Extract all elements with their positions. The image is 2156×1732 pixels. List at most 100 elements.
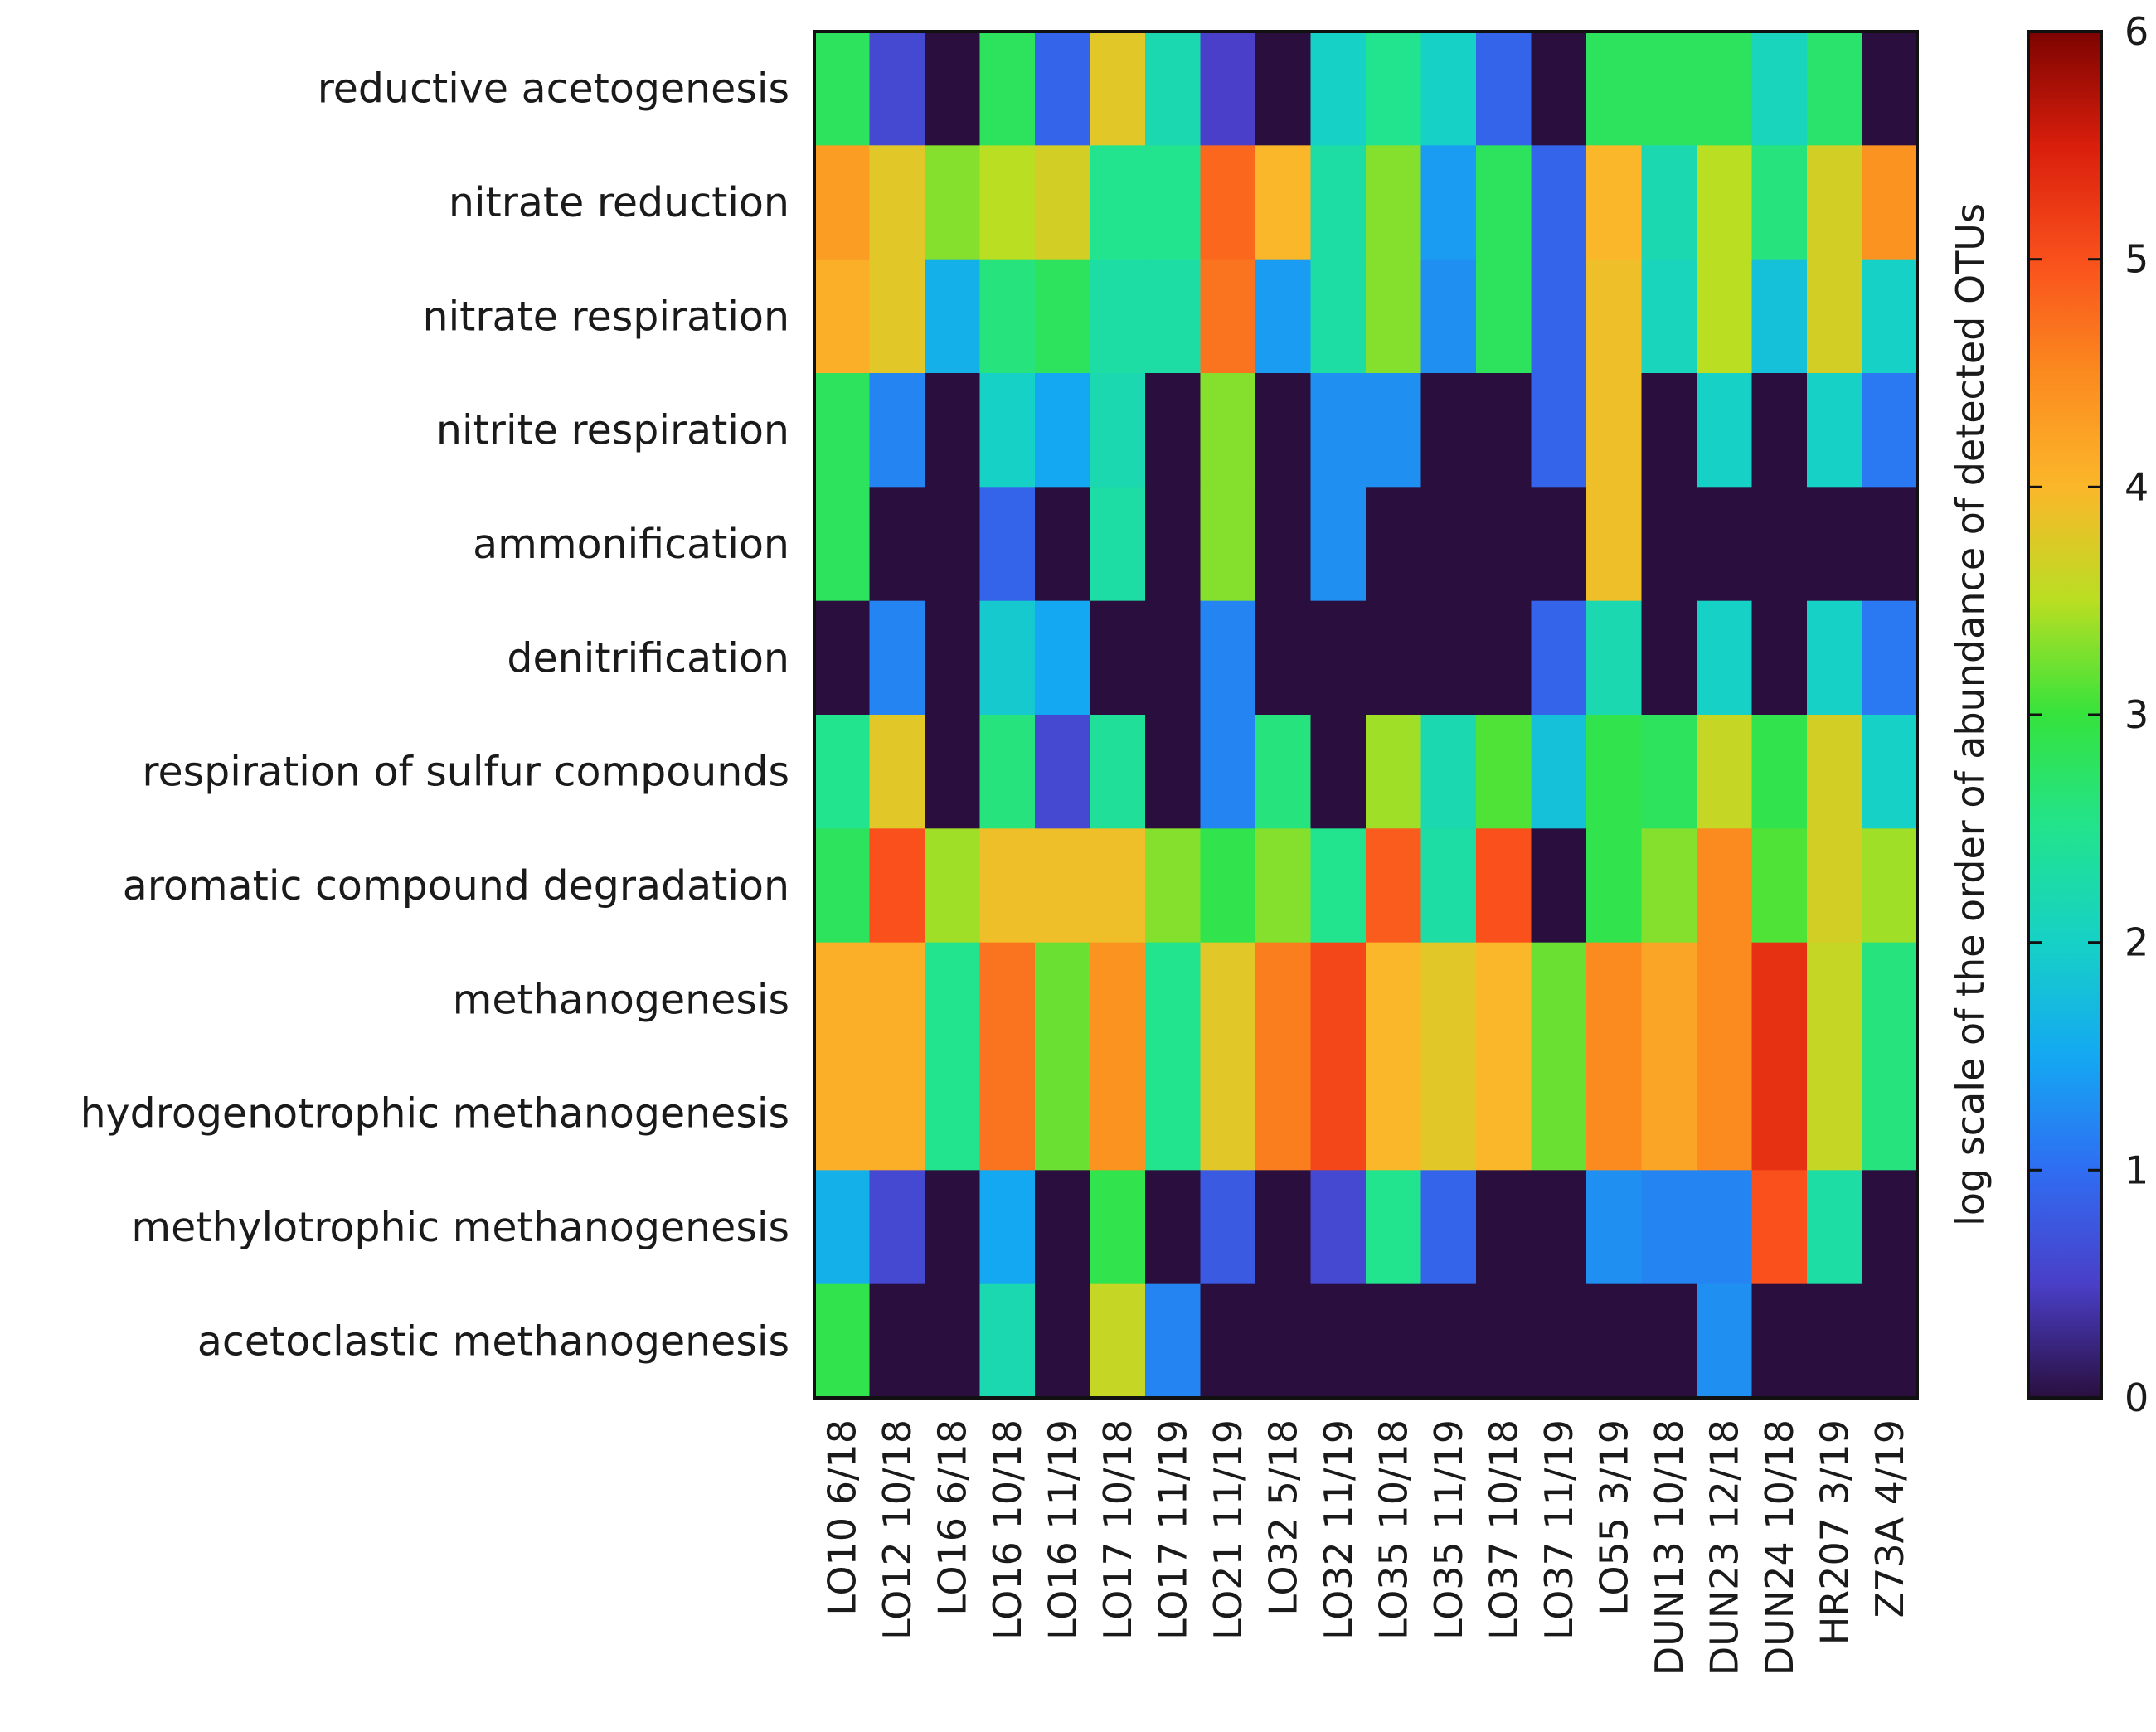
heatmap-cell bbox=[1697, 1283, 1753, 1399]
heatmap-cell bbox=[1145, 487, 1202, 602]
heatmap-cell bbox=[1531, 1056, 1587, 1171]
heatmap-cell bbox=[869, 373, 925, 488]
heatmap-cell bbox=[1586, 373, 1643, 488]
heatmap-cell bbox=[814, 32, 871, 146]
colorbar-tick-label: 1 bbox=[2124, 1147, 2149, 1192]
heatmap-cell bbox=[1090, 259, 1146, 374]
colorbar-tick-label: 3 bbox=[2124, 692, 2149, 737]
heatmap-cell bbox=[1807, 828, 1863, 944]
row-label: ammonification bbox=[473, 521, 789, 568]
heatmap-cell bbox=[1310, 145, 1367, 260]
row-label: acetoclastic methanogenesis bbox=[197, 1317, 789, 1365]
heatmap-cell bbox=[1366, 600, 1422, 716]
colorbar-tick-label: 4 bbox=[2124, 464, 2149, 509]
heatmap-cell bbox=[1807, 373, 1863, 488]
heatmap-cell bbox=[1145, 373, 1202, 488]
heatmap-cell bbox=[1255, 1056, 1312, 1171]
row-label: nitrate reduction bbox=[449, 179, 789, 226]
heatmap-cell bbox=[1697, 715, 1753, 829]
column-label: DUN13 10/18 bbox=[1647, 1419, 1692, 1676]
heatmap-cell bbox=[1531, 259, 1587, 374]
heatmap-cell bbox=[1862, 600, 1918, 716]
heatmap-cell bbox=[1420, 1283, 1477, 1399]
heatmap-cell bbox=[979, 715, 1036, 829]
heatmap-cell bbox=[1255, 715, 1312, 829]
heatmap-cell bbox=[979, 32, 1036, 146]
column-label: LO21 11/19 bbox=[1206, 1419, 1250, 1640]
heatmap-cell bbox=[1420, 828, 1477, 944]
heatmap-cell bbox=[1476, 32, 1532, 146]
heatmap-cell bbox=[1420, 145, 1477, 260]
heatmap-cell bbox=[814, 259, 871, 374]
column-label: LO37 10/18 bbox=[1481, 1419, 1526, 1640]
heatmap-cell bbox=[814, 145, 871, 260]
heatmap-cell bbox=[1751, 828, 1808, 944]
heatmap-cell bbox=[1476, 600, 1532, 716]
colorbar-tick-label: 2 bbox=[2124, 920, 2149, 965]
heatmap-cell bbox=[1035, 1170, 1091, 1285]
heatmap-cell bbox=[1751, 1170, 1808, 1285]
column-label: LO16 10/18 bbox=[985, 1419, 1030, 1640]
heatmap-cell bbox=[1641, 32, 1697, 146]
heatmap-cell bbox=[1586, 1056, 1643, 1171]
heatmap-cell bbox=[1200, 600, 1256, 716]
heatmap-cell bbox=[1641, 715, 1697, 829]
row-label: respiration of sulfur compounds bbox=[142, 749, 789, 796]
row-label: hydrogenotrophic methanogenesis bbox=[80, 1090, 789, 1138]
heatmap-cell bbox=[1531, 373, 1587, 488]
heatmap-cell bbox=[1035, 373, 1091, 488]
heatmap-cell bbox=[1476, 259, 1532, 374]
heatmap-cell bbox=[979, 487, 1036, 602]
heatmap-cell bbox=[1035, 487, 1091, 602]
heatmap-cell bbox=[1255, 373, 1312, 488]
heatmap-cell bbox=[1145, 715, 1202, 829]
heatmap-cell bbox=[1751, 600, 1808, 716]
heatmap-cell bbox=[1366, 1170, 1422, 1285]
colorbar-ticks: 0 1 2 3 4 5 6 bbox=[2028, 9, 2149, 1420]
heatmap-cell bbox=[1697, 145, 1753, 260]
heatmap-cell bbox=[1200, 1283, 1256, 1399]
heatmap-cell bbox=[814, 600, 871, 716]
heatmap-cell bbox=[814, 942, 871, 1057]
heatmap-cell bbox=[1200, 715, 1256, 829]
heatmap-cell bbox=[1641, 828, 1697, 944]
column-label: LO16 11/19 bbox=[1040, 1419, 1085, 1640]
heatmap-cell bbox=[925, 1170, 981, 1285]
heatmap-cell bbox=[869, 600, 925, 716]
heatmap-cell bbox=[1366, 715, 1422, 829]
heatmap-cell bbox=[1200, 32, 1256, 146]
heatmap-cell bbox=[1697, 259, 1753, 374]
heatmap-cell bbox=[1255, 32, 1312, 146]
heatmap-cell bbox=[1090, 1056, 1146, 1171]
heatmap-cell bbox=[1255, 600, 1312, 716]
heatmap-cell bbox=[1255, 145, 1312, 260]
heatmap-cell bbox=[869, 1283, 925, 1399]
heatmap-cell bbox=[1586, 145, 1643, 260]
heatmap-cell bbox=[1035, 1056, 1091, 1171]
heatmap-cell bbox=[1697, 373, 1753, 488]
heatmap-cell bbox=[1641, 600, 1697, 716]
heatmap-cell bbox=[1586, 600, 1643, 716]
heatmap-cell bbox=[1366, 1056, 1422, 1171]
heatmap-cell bbox=[1862, 1170, 1918, 1285]
heatmap-cell bbox=[979, 373, 1036, 488]
heatmap-cell bbox=[1420, 259, 1477, 374]
heatmap-cell bbox=[1697, 32, 1753, 146]
heatmap-cell bbox=[1697, 1170, 1753, 1285]
heatmap-cell bbox=[814, 1056, 871, 1171]
heatmap-cell bbox=[1145, 942, 1202, 1057]
plot-frame bbox=[813, 30, 1919, 1400]
column-label: LO32 5/18 bbox=[1260, 1419, 1305, 1616]
heatmap-cell bbox=[1366, 1283, 1422, 1399]
heatmap-cell bbox=[1531, 715, 1587, 829]
heatmap-cell bbox=[925, 1283, 981, 1399]
heatmap-cell bbox=[1586, 715, 1643, 829]
heatmap-cell bbox=[814, 373, 871, 488]
heatmap-cell bbox=[1310, 600, 1367, 716]
column-label: LO35 10/18 bbox=[1371, 1419, 1415, 1640]
heatmap-cell bbox=[1641, 259, 1697, 374]
heatmap-cell bbox=[1035, 259, 1091, 374]
heatmap-cell bbox=[1751, 715, 1808, 829]
heatmap-cell bbox=[1090, 145, 1146, 260]
heatmap-cell bbox=[1807, 1056, 1863, 1171]
